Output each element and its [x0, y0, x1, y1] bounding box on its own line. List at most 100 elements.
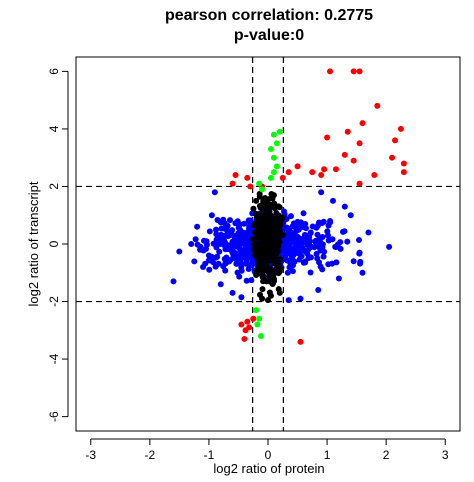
data-point [329, 236, 336, 243]
data-point [250, 205, 257, 212]
data-point [287, 261, 294, 268]
data-point [297, 295, 304, 302]
x-tick-label: 2 [383, 448, 390, 462]
data-point [314, 222, 321, 229]
data-point [253, 271, 260, 278]
data-point [288, 254, 295, 261]
data-point [230, 232, 237, 239]
data-point [262, 225, 269, 232]
data-point [191, 258, 198, 265]
data-point [213, 226, 220, 233]
data-point [270, 154, 277, 161]
data-point [289, 268, 296, 275]
data-point [392, 137, 399, 144]
data-point [244, 229, 251, 236]
data-point [244, 174, 251, 181]
x-tick-label: -2 [145, 448, 156, 462]
data-point [273, 140, 280, 147]
data-point [276, 204, 283, 211]
data-point [337, 245, 344, 252]
data-point [170, 278, 177, 285]
data-point [194, 223, 201, 230]
data-point [261, 245, 268, 252]
data-point [339, 228, 346, 235]
data-point [400, 160, 407, 167]
data-point [265, 268, 272, 275]
data-point [287, 240, 294, 247]
data-point [400, 169, 407, 176]
data-point [267, 226, 274, 233]
data-point [320, 218, 327, 225]
data-point [365, 229, 372, 236]
data-point [248, 277, 255, 284]
data-point [234, 269, 241, 276]
data-point [293, 247, 300, 254]
data-point [357, 258, 364, 265]
data-point [206, 228, 213, 235]
data-point [229, 289, 236, 296]
data-point [296, 256, 303, 263]
data-point [218, 225, 225, 232]
data-point [279, 174, 286, 181]
data-point [238, 294, 245, 301]
x-tick-label: -1 [204, 448, 215, 462]
data-point [176, 248, 183, 255]
data-point [350, 68, 357, 75]
data-point [293, 235, 300, 242]
data-point [318, 189, 325, 196]
data-point [271, 205, 278, 212]
data-point [238, 321, 245, 328]
data-point [277, 265, 284, 272]
data-point [279, 232, 286, 239]
data-point [275, 270, 282, 277]
data-point [218, 235, 225, 242]
data-point [192, 236, 199, 243]
y-tick-label: -2 [47, 296, 61, 307]
data-point [256, 315, 263, 322]
x-tick-label: -3 [85, 448, 96, 462]
data-point [250, 315, 257, 322]
data-point [320, 253, 327, 260]
data-point [235, 224, 242, 231]
data-point [313, 250, 320, 257]
data-point [285, 169, 292, 176]
data-point [319, 244, 326, 251]
data-point [270, 192, 277, 199]
data-point [267, 292, 274, 299]
data-point [300, 210, 307, 217]
data-point [285, 297, 292, 304]
data-point [356, 236, 363, 243]
y-tick-label: -6 [47, 411, 61, 422]
data-point [301, 234, 308, 241]
data-point [241, 335, 248, 342]
data-point [217, 281, 224, 288]
data-point [260, 236, 267, 243]
data-point [324, 232, 331, 239]
data-point [325, 222, 332, 229]
data-point [237, 246, 244, 253]
data-point [232, 171, 239, 178]
chart-title: pearson correlation: 0.2775 [165, 7, 373, 24]
data-point [257, 241, 264, 248]
x-axis-label: log2 ratio of protein [213, 461, 324, 476]
data-point [213, 231, 220, 238]
y-axis: -6 -4 -2 0 2 4 6 [47, 68, 69, 422]
data-point [218, 218, 225, 225]
data-point [294, 242, 301, 249]
data-point [250, 236, 257, 243]
data-point [259, 251, 266, 258]
data-point [273, 239, 280, 246]
data-point [327, 217, 334, 224]
data-point [259, 258, 266, 265]
data-point [374, 102, 381, 109]
data-point [302, 259, 309, 266]
data-point [294, 163, 301, 170]
x-axis: -3 -2 -1 0 1 2 3 [85, 438, 449, 462]
data-point [226, 242, 233, 249]
data-point [347, 212, 354, 219]
data-point [304, 250, 311, 257]
data-point [386, 243, 393, 250]
data-point [252, 252, 259, 259]
data-point [222, 267, 229, 274]
data-point [293, 228, 300, 235]
